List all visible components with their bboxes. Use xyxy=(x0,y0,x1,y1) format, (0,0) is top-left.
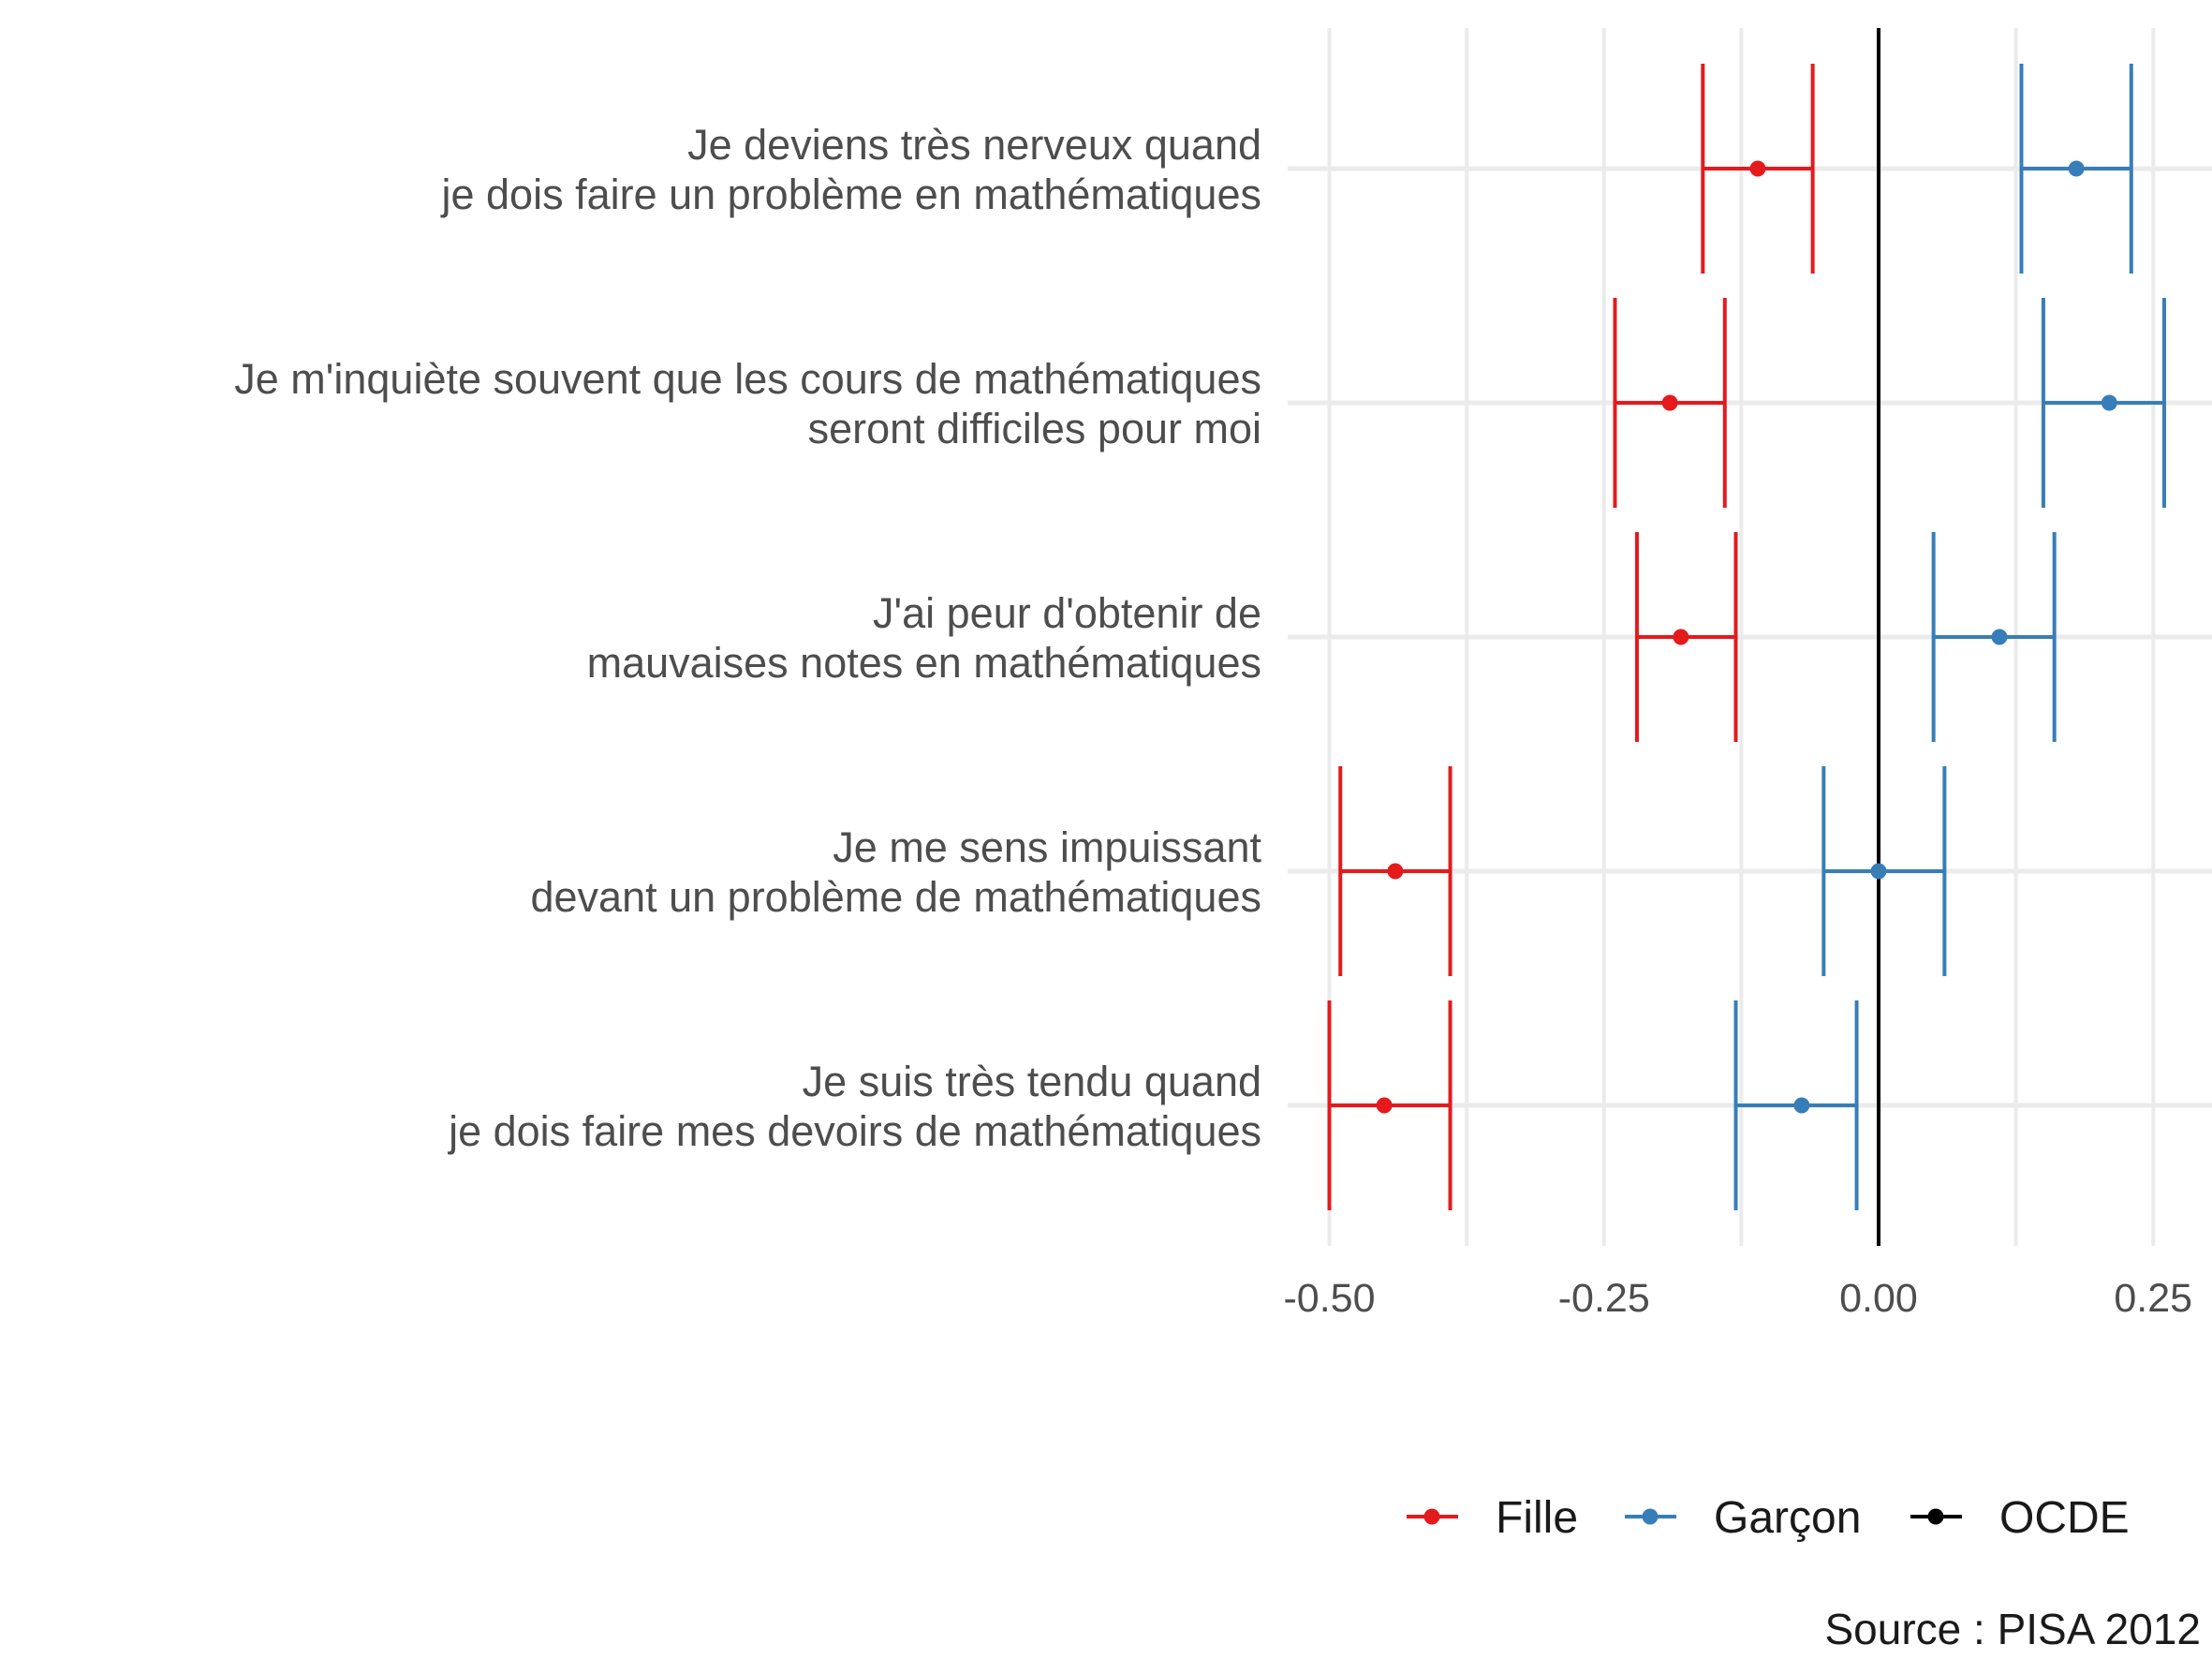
point-fille xyxy=(1661,394,1678,411)
errorbar-garon xyxy=(2041,298,2166,508)
errorbar-fille xyxy=(1701,64,1815,274)
series-layer xyxy=(1327,64,2166,1210)
errorbar-garon xyxy=(1931,532,2057,742)
grid-lines xyxy=(1288,28,2212,1246)
legend-label: Fille xyxy=(1496,1493,1578,1543)
category-label: Je deviens très nerveux quand je dois fai… xyxy=(439,121,1261,218)
category-label: Je me sens impuissant devant un problème … xyxy=(531,823,1262,921)
errorbar-garon xyxy=(1821,766,1947,976)
point-fille xyxy=(1673,629,1689,645)
legend-key-point xyxy=(1927,1508,1944,1525)
point-fille xyxy=(1376,1097,1393,1114)
legend-item-ocde: OCDE xyxy=(1910,1493,2130,1543)
point-garon xyxy=(1991,629,2008,645)
errorbar-fille xyxy=(1338,766,1453,976)
legend-label: Garçon xyxy=(1714,1493,1861,1543)
legend: Fille Garçon OCDE xyxy=(1407,1493,2130,1543)
category-label: J'ai peur d'obtenir de mauvaises notes en… xyxy=(587,589,1261,687)
point-garon xyxy=(2068,160,2085,177)
x-axis-tick-labels: -0.50 -0.25 0.00 0.25 xyxy=(1283,1276,2192,1321)
errorbar-garon xyxy=(2019,64,2133,274)
errorbar-fille xyxy=(1327,1000,1453,1210)
point-garon xyxy=(1870,863,1887,880)
legend-key-point xyxy=(1423,1508,1440,1525)
errorbar-garon xyxy=(1733,1000,1859,1210)
source-caption: Source : PISA 2012 xyxy=(1825,1605,2202,1653)
legend-label: OCDE xyxy=(1999,1493,2130,1543)
x-tick-label: -0.25 xyxy=(1558,1276,1650,1321)
legend-key-point xyxy=(1642,1508,1659,1525)
point-fille xyxy=(1387,863,1404,880)
category-label: Je m'inquiète souvent que les cours de m… xyxy=(234,355,1261,452)
point-fille xyxy=(1749,160,1766,177)
category-labels: Je deviens très nerveux quand je dois fai… xyxy=(234,121,1261,1155)
point-garon xyxy=(2101,394,2117,411)
legend-item-fille: Fille xyxy=(1407,1493,1578,1543)
errorbar-fille xyxy=(1634,532,1738,742)
category-label: Je suis très tendu quand je dois faire me… xyxy=(447,1058,1261,1155)
x-tick-label: 0.25 xyxy=(2114,1276,2192,1321)
x-tick-label: -0.50 xyxy=(1283,1276,1375,1321)
errorbar-fille xyxy=(1613,298,1727,508)
x-tick-label: 0.00 xyxy=(1839,1276,1918,1321)
legend-item-garon: Garçon xyxy=(1625,1493,1861,1543)
point-garon xyxy=(1793,1097,1810,1114)
